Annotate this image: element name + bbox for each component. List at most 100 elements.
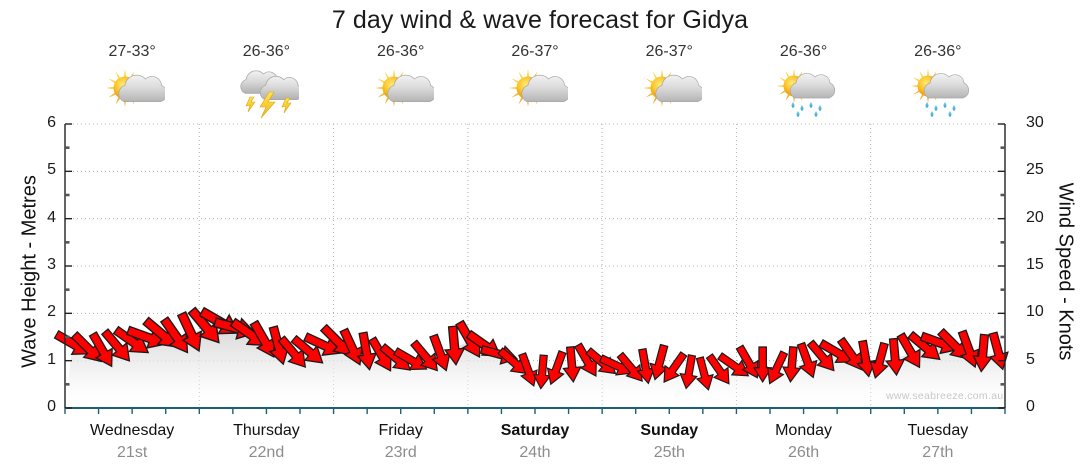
wind-arrow-glyph xyxy=(100,328,131,362)
temperature-range: 26-36° xyxy=(242,43,291,60)
wind-arrow-glyph xyxy=(410,339,439,372)
wind-arrow-marker xyxy=(546,350,567,386)
wind-arrow-marker xyxy=(717,352,750,377)
wind-arrow-marker xyxy=(392,347,428,371)
day-date-label: 26th xyxy=(787,444,820,461)
temperature-range: 26-36° xyxy=(779,43,828,60)
day-name-label: Tuesday xyxy=(907,422,969,439)
wind-arrow-glyph xyxy=(896,332,921,369)
day-name-label: Friday xyxy=(378,422,423,439)
wind-arrow-marker xyxy=(663,351,688,383)
wave-area-fill xyxy=(65,324,1005,408)
wind-arrow-marker xyxy=(885,337,906,377)
wind-arrow-glyph xyxy=(663,351,688,383)
day-header: 27-33° xyxy=(65,40,199,124)
wind-arrow-glyph xyxy=(562,346,582,383)
wind-arrow-glyph xyxy=(546,350,567,386)
right-tick-label: 30 xyxy=(1026,114,1044,131)
wind-arrow-marker xyxy=(752,346,773,384)
left-tick-label: 1 xyxy=(47,350,56,368)
day-name-label: Wednesday xyxy=(90,422,175,439)
day-footer: Monday 26th xyxy=(736,420,870,470)
sun-cloud-icon xyxy=(468,62,602,122)
sun-cloud-icon xyxy=(65,62,199,122)
day-date-label: 21st xyxy=(117,444,148,461)
watermark: www.seabreeze.com.au xyxy=(886,390,1004,402)
temperature-range: 26-36° xyxy=(914,43,962,60)
wind-arrow-glyph xyxy=(616,351,643,382)
wind-arrow-glyph xyxy=(767,350,789,385)
wind-arrow-marker xyxy=(735,344,759,379)
right-tick-label: 15 xyxy=(1026,256,1044,273)
wind-arrow-marker xyxy=(896,332,921,369)
wind-arrow-glyph xyxy=(518,352,538,387)
day-date-label: 24th xyxy=(519,444,551,461)
wind-arrow-glyph xyxy=(885,337,906,377)
sun-cloud-rain-icon xyxy=(871,62,1005,122)
wind-arrow-glyph xyxy=(176,310,203,353)
wind-arrow-marker xyxy=(705,353,730,385)
sun-cloud-icon xyxy=(602,62,736,122)
day-header: 26-36° xyxy=(736,40,870,124)
wind-arrow-glyph xyxy=(735,344,759,379)
sun-cloud-rain-icon xyxy=(736,62,870,122)
wind-arrows xyxy=(53,306,1009,391)
left-tick-label: 5 xyxy=(47,161,56,179)
day-name-label: Thursday xyxy=(233,422,300,439)
wind-arrow-marker xyxy=(159,316,189,354)
wind-arrow-marker xyxy=(679,354,698,390)
right-tick-label: 25 xyxy=(1026,161,1044,179)
wind-arrow-glyph xyxy=(679,354,698,390)
wind-arrow-marker xyxy=(856,339,877,378)
day-header: 26-37° xyxy=(468,40,602,124)
wind-arrow-marker xyxy=(176,310,203,353)
right-tick-label: 20 xyxy=(1026,208,1044,226)
wind-arrow-glyph xyxy=(781,346,802,383)
day-header: 26-37° xyxy=(602,40,736,124)
left-tick-label: 3 xyxy=(47,256,56,273)
day-date-label: 25th xyxy=(653,444,685,461)
wind-arrow-marker xyxy=(796,341,818,379)
left-tick-label: 6 xyxy=(47,114,56,131)
wind-arrow-marker xyxy=(88,331,113,368)
wind-arrow-marker xyxy=(100,328,131,362)
wind-arrow-marker xyxy=(410,339,439,372)
axis-lines xyxy=(64,123,1006,414)
wave-height-area xyxy=(65,324,1005,408)
page-title: 7 day wind & wave forecast for Gidya xyxy=(331,6,749,34)
wind-arrow-marker xyxy=(562,346,582,383)
wind-arrow-glyph xyxy=(705,353,730,385)
right-tick-label: 0 xyxy=(1026,398,1035,415)
day-footer: Sunday 25th xyxy=(602,420,736,470)
wind-arrow-glyph xyxy=(159,316,189,354)
day-name-label: Saturday xyxy=(500,422,570,439)
wind-arrow-marker xyxy=(518,352,538,387)
left-tick-label: 2 xyxy=(47,303,56,321)
day-footer: Thursday 22nd xyxy=(199,420,333,470)
sun-cloud-icon xyxy=(334,62,468,122)
wind-arrow-glyph xyxy=(392,347,428,371)
wind-arrow-marker xyxy=(869,341,889,379)
day-date-label: 27th xyxy=(922,444,954,461)
temperature-range: 27-33° xyxy=(108,43,156,60)
wind-arrow-glyph xyxy=(88,331,113,368)
day-name-label: Monday xyxy=(775,422,833,439)
day-footer: Friday 23rd xyxy=(334,420,468,470)
wind-arrow-glyph xyxy=(796,341,818,379)
day-footer: Saturday 24th xyxy=(468,420,602,470)
temperature-range: 26-37° xyxy=(645,43,693,60)
day-header: 26-36° xyxy=(334,40,468,124)
temperature-range: 26-37° xyxy=(511,43,559,60)
left-tick-label: 4 xyxy=(47,208,56,226)
day-header: 26-36° xyxy=(871,40,1005,124)
wind-arrow-glyph xyxy=(869,341,889,379)
temperature-range: 26-36° xyxy=(377,43,425,60)
wind-arrow-glyph xyxy=(695,356,714,391)
wind-arrow-marker xyxy=(767,350,789,385)
day-date-label: 23rd xyxy=(384,444,417,461)
wind-arrow-marker xyxy=(695,356,714,391)
wind-arrow-marker xyxy=(616,351,643,382)
left-tick-label: 0 xyxy=(47,398,56,415)
